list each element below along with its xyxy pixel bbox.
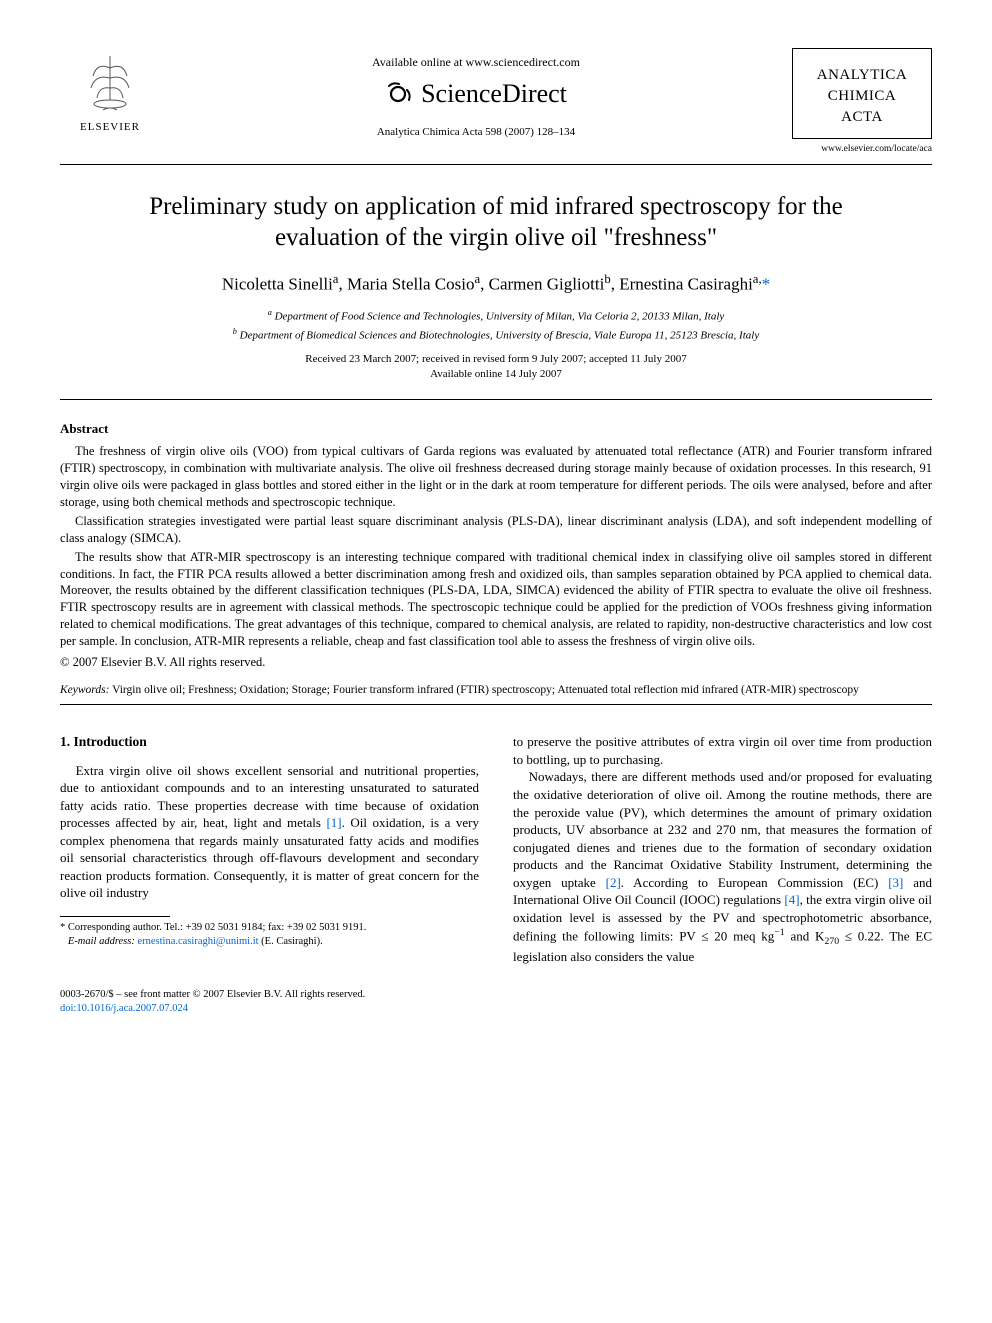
footnote-corr: * Corresponding author. Tel.: +39 02 503…: [60, 921, 479, 935]
affiliation-b-text: Department of Biomedical Sciences and Bi…: [240, 329, 760, 341]
abstract-p1: The freshness of virgin olive oils (VOO)…: [60, 443, 932, 511]
intro-p1-cont: to preserve the positive attributes of e…: [513, 733, 932, 768]
journal-cover-block: ANALYTICA CHIMICA ACTA www.elsevier.com/…: [792, 48, 932, 156]
footnote-rule: [60, 916, 170, 917]
page-header: ELSEVIER Available online at www.science…: [60, 48, 932, 156]
intro-p1: Extra virgin olive oil shows excellent s…: [60, 762, 479, 902]
abstract-bottom-rule: [60, 704, 932, 705]
elsevier-label: ELSEVIER: [60, 120, 160, 135]
journal-name-line-1: ANALYTICA: [799, 65, 925, 86]
journal-name-box: ANALYTICA CHIMICA ACTA: [792, 48, 932, 139]
journal-name-line-2: CHIMICA: [799, 86, 925, 107]
doi-link[interactable]: doi:10.1016/j.aca.2007.07.024: [60, 1003, 188, 1014]
introduction-heading: 1. Introduction: [60, 733, 479, 751]
keywords-text: Virgin olive oil; Freshness; Oxidation; …: [112, 684, 859, 696]
footnote-email-line: E-mail address: ernestina.casiraghi@unim…: [60, 935, 479, 949]
footer-doi: doi:10.1016/j.aca.2007.07.024: [60, 1002, 932, 1016]
left-column: 1. Introduction Extra virgin olive oil s…: [60, 733, 479, 966]
available-online-text: Available online at www.sciencedirect.co…: [160, 54, 792, 70]
corresponding-author-footnote: * Corresponding author. Tel.: +39 02 503…: [60, 921, 479, 948]
right-column: to preserve the positive attributes of e…: [513, 733, 932, 966]
affiliation-b: b Department of Biomedical Sciences and …: [60, 326, 932, 345]
abstract-body: The freshness of virgin olive oils (VOO)…: [60, 443, 932, 670]
sciencedirect-text: ScienceDirect: [421, 76, 567, 111]
keywords-label: Keywords:: [60, 684, 109, 696]
abstract-p2: Classification strategies investigated w…: [60, 513, 932, 547]
intro-p2: Nowadays, there are different methods us…: [513, 768, 932, 966]
footnote-email-label: E-mail address:: [68, 936, 135, 947]
page-footer: 0003-2670/$ – see front matter © 2007 El…: [60, 988, 932, 1015]
journal-reference: Analytica Chimica Acta 598 (2007) 128–13…: [160, 125, 792, 140]
body-columns: 1. Introduction Extra virgin olive oil s…: [60, 733, 932, 966]
affiliations: a Department of Food Science and Technol…: [60, 307, 932, 344]
center-header: Available online at www.sciencedirect.co…: [160, 48, 792, 140]
online-date: Available online 14 July 2007: [60, 367, 932, 382]
affiliation-a: a Department of Food Science and Technol…: [60, 307, 932, 326]
footnote-email-who: (E. Casiraghi).: [261, 936, 323, 947]
elsevier-logo-block: ELSEVIER: [60, 48, 160, 135]
sciencedirect-logo: ScienceDirect: [385, 76, 567, 111]
affiliation-a-text: Department of Food Science and Technolog…: [275, 311, 725, 323]
footnote-email-link[interactable]: ernestina.casiraghi@unimi.it: [137, 936, 258, 947]
received-date: Received 23 March 2007; received in revi…: [60, 352, 932, 367]
article-title: Preliminary study on application of mid …: [100, 191, 892, 254]
abstract-copyright: © 2007 Elsevier B.V. All rights reserved…: [60, 654, 932, 671]
footer-front-matter: 0003-2670/$ – see front matter © 2007 El…: [60, 988, 932, 1002]
abstract-p3: The results show that ATR-MIR spectrosco…: [60, 549, 932, 650]
article-dates: Received 23 March 2007; received in revi…: [60, 352, 932, 383]
journal-url: www.elsevier.com/locate/aca: [792, 143, 932, 156]
abstract-heading: Abstract: [60, 420, 932, 438]
keywords-block: Keywords: Virgin olive oil; Freshness; O…: [60, 683, 932, 699]
authors-line: Nicoletta Sinellia, Maria Stella Cosioa,…: [60, 271, 932, 297]
abstract-top-rule: [60, 399, 932, 400]
journal-name-line-3: ACTA: [799, 107, 925, 128]
header-rule: [60, 164, 932, 165]
sciencedirect-icon: [385, 80, 413, 108]
footnote-corr-text: Corresponding author. Tel.: +39 02 5031 …: [68, 922, 366, 933]
elsevier-tree-icon: [75, 48, 145, 118]
